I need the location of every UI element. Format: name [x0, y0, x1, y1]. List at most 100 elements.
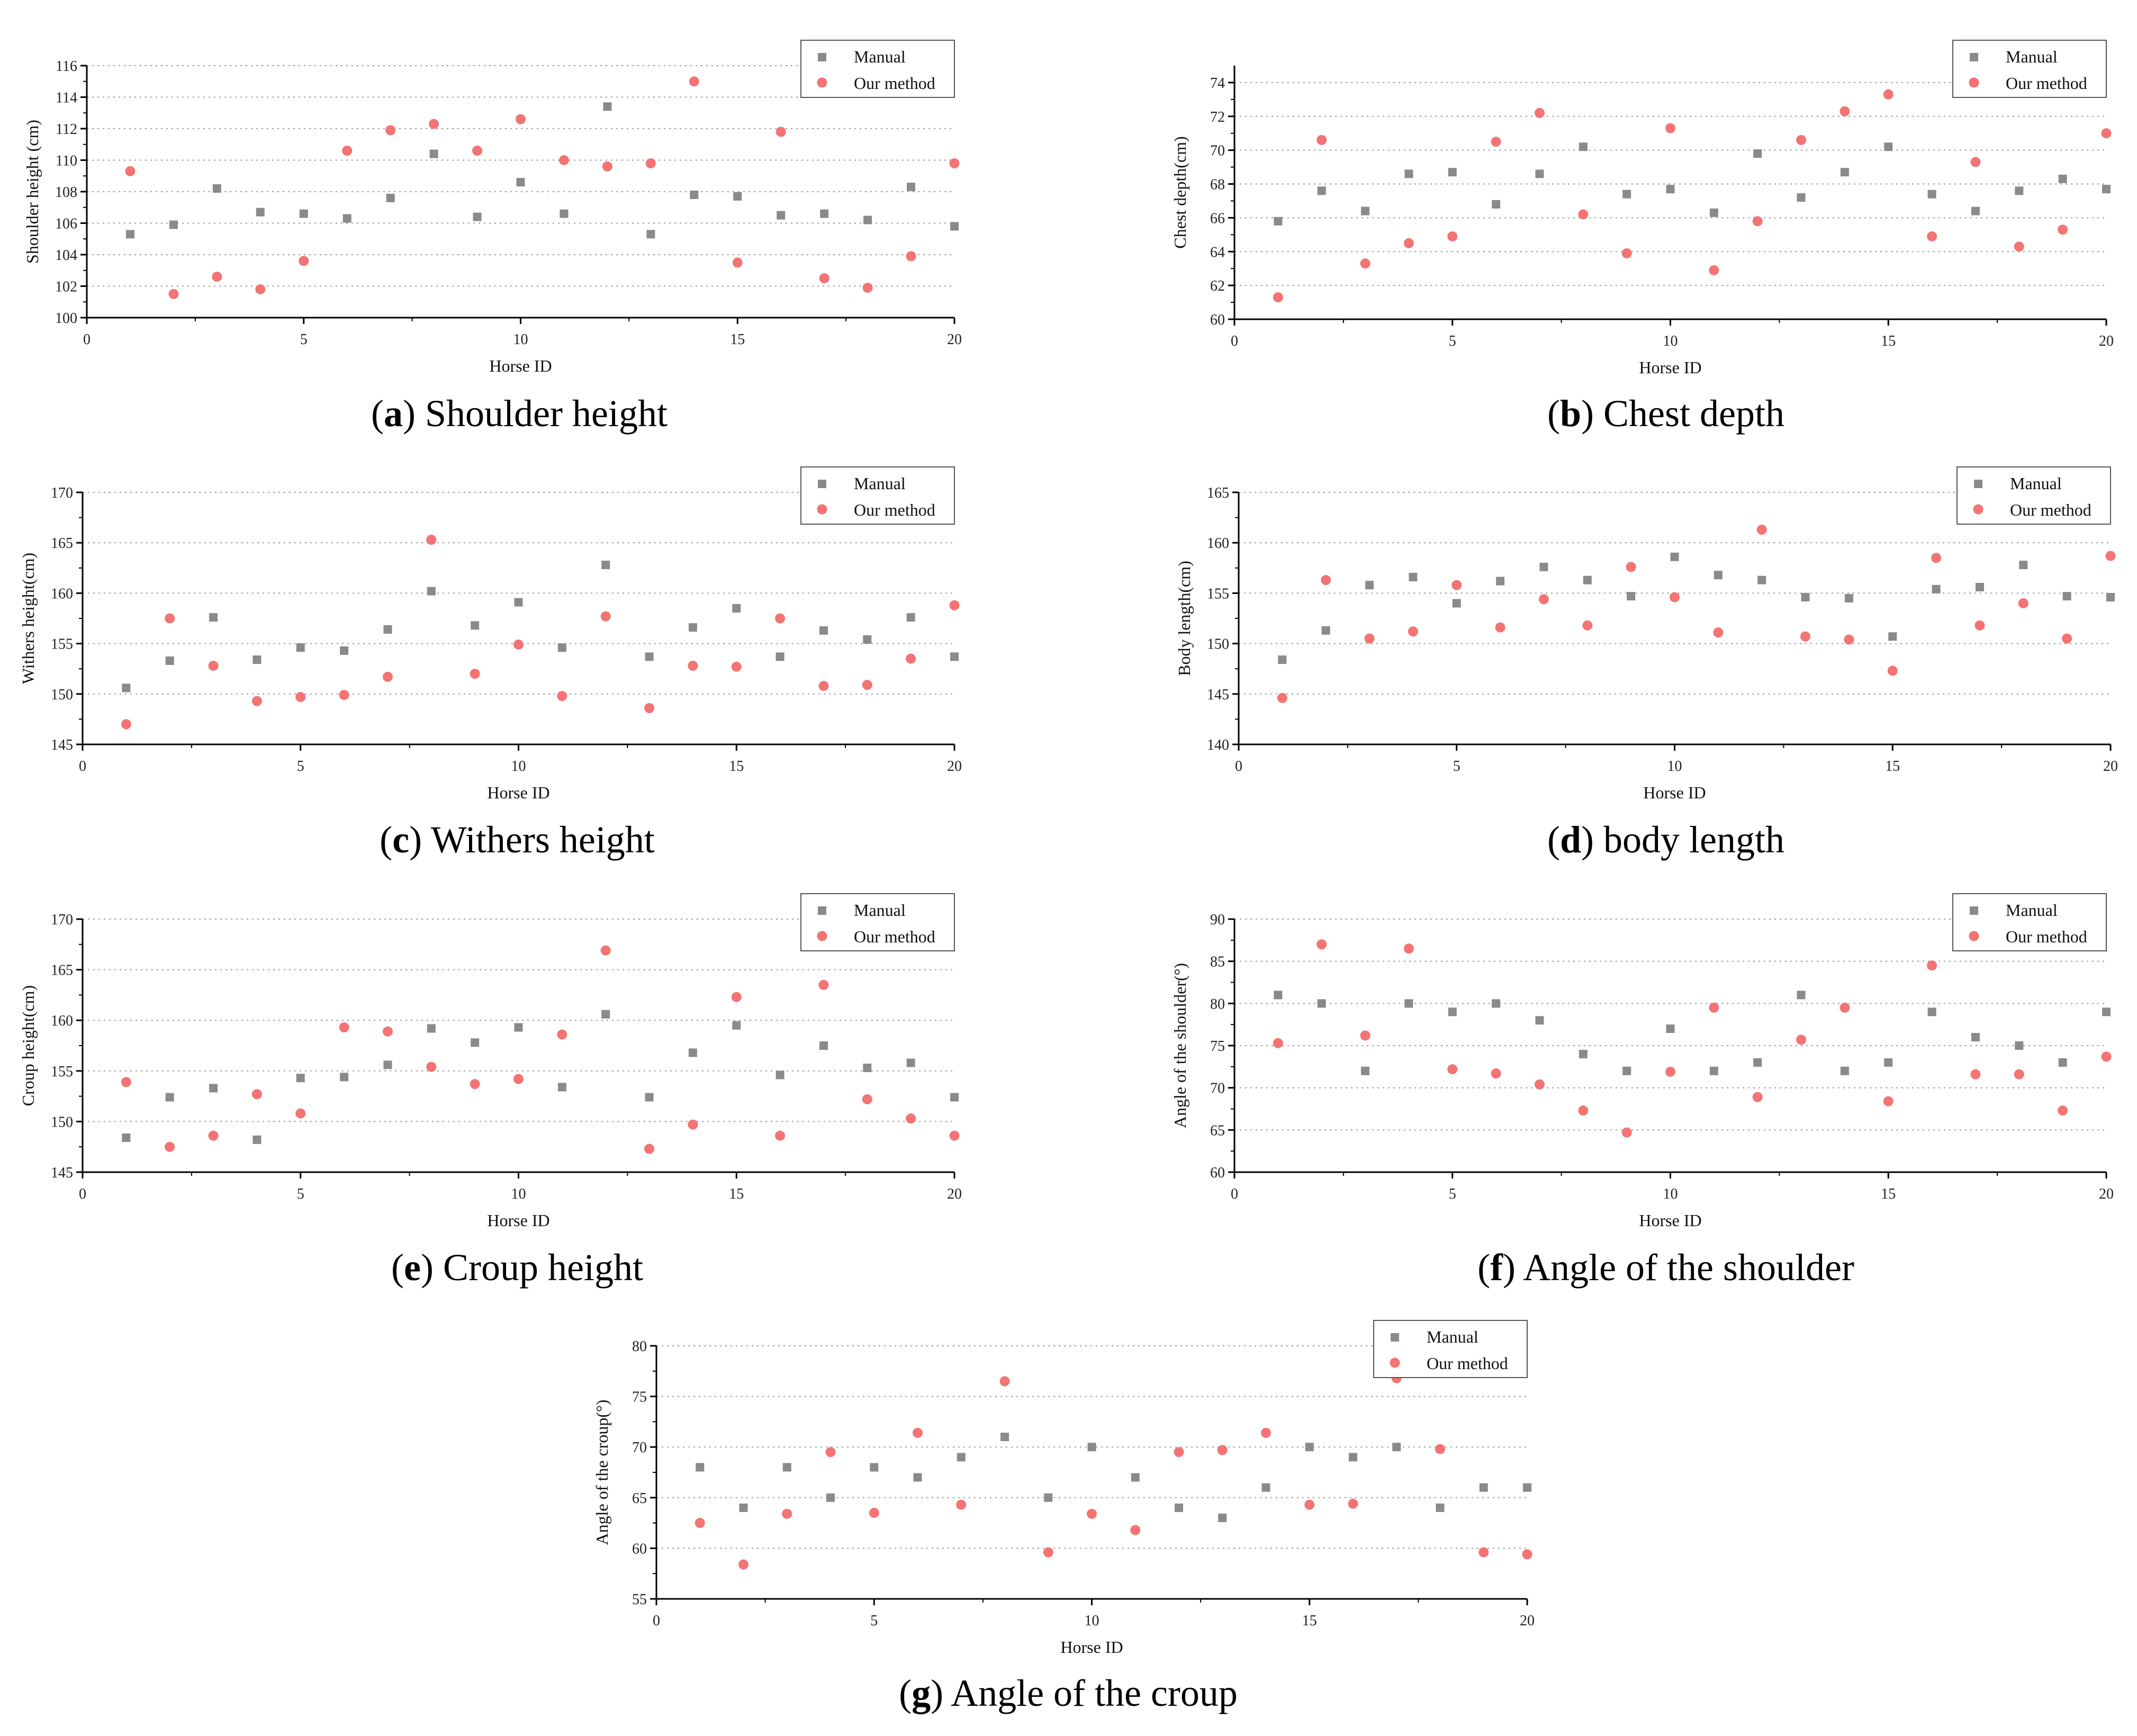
y-tick-label: 155: [51, 1064, 73, 1080]
caption-close-paren: ): [409, 818, 431, 861]
manual-point-13: [1797, 193, 1806, 202]
manual-point-2: [1317, 186, 1326, 195]
legend-our-method-marker: [817, 77, 827, 88]
manual-point-2: [1321, 626, 1330, 635]
our-method-point-14: [688, 660, 698, 671]
x-tick-label: 0: [83, 331, 91, 348]
y-tick-label: 75: [1210, 1038, 1225, 1055]
manual-point-1: [122, 1133, 131, 1142]
our-method-point-1: [121, 1077, 131, 1087]
legend-our-method-label: Our method: [854, 927, 935, 946]
legend-our-method-marker: [1390, 1357, 1400, 1368]
manual-point-16: [1927, 190, 1936, 199]
our-method-point-19: [2062, 633, 2072, 644]
manual-point-6: [913, 1473, 922, 1482]
our-method-point-20: [2101, 1051, 2112, 1062]
our-method-point-11: [557, 691, 567, 701]
y-tick-label: 108: [55, 184, 77, 201]
manual-point-8: [1583, 575, 1592, 584]
legend-manual-marker: [818, 906, 826, 915]
manual-point-9: [1044, 1493, 1053, 1502]
our-method-point-15: [732, 257, 743, 268]
manual-point-4: [253, 1135, 262, 1144]
our-method-point-7: [956, 1499, 967, 1510]
our-method-point-6: [339, 1022, 349, 1033]
manual-point-4: [1404, 999, 1413, 1008]
our-method-point-3: [208, 1130, 219, 1141]
our-method-point-9: [1626, 562, 1636, 572]
our-method-point-1: [1273, 292, 1283, 302]
y-tick-label: 116: [56, 58, 77, 75]
y-tick-label: 106: [55, 216, 77, 232]
x-tick-label: 5: [1449, 1186, 1456, 1202]
caption-close-paren: ): [1503, 1246, 1523, 1289]
x-axis-title: Horse ID: [1639, 358, 1701, 377]
x-tick-label: 15: [729, 758, 744, 775]
our-method-point-18: [1435, 1444, 1445, 1454]
manual-point-3: [209, 1084, 218, 1093]
manual-point-11: [1131, 1473, 1140, 1482]
y-tick-label: 65: [632, 1490, 647, 1507]
manual-point-5: [870, 1463, 879, 1472]
manual-point-10: [1087, 1443, 1096, 1452]
x-tick-label: 20: [1520, 1613, 1535, 1629]
manual-point-8: [427, 587, 436, 596]
our-method-point-7: [1538, 594, 1549, 605]
legend-our-method-marker: [1973, 504, 1983, 515]
our-method-point-14: [688, 1119, 698, 1130]
our-method-point-20: [949, 1130, 960, 1141]
chart-b: 60 62 64 66 68 70 72 74 0 5 10 15 20 Horse ID Chest de…: [1170, 40, 2114, 435]
our-method-point-2: [1321, 575, 1331, 586]
manual-point-5: [1448, 1008, 1457, 1017]
our-method-point-6: [339, 690, 349, 700]
caption-close-paren: ): [403, 392, 425, 435]
our-method-point-16: [776, 127, 786, 137]
our-method-point-7: [382, 671, 393, 682]
our-method-point-13: [644, 1144, 655, 1154]
our-method-point-16: [1927, 960, 1937, 971]
our-method-point-10: [1665, 1066, 1675, 1077]
y-tick-label: 165: [51, 535, 73, 552]
manual-point-19: [2062, 592, 2071, 601]
x-tick-label: 0: [1231, 333, 1238, 349]
x-tick-label: 20: [947, 1186, 962, 1202]
our-method-point-10: [1087, 1508, 1097, 1519]
our-method-point-15: [731, 992, 742, 1002]
our-method-point-4: [251, 1089, 262, 1100]
manual-point-5: [1448, 168, 1457, 177]
manual-point-20: [950, 1093, 959, 1102]
manual-point-19: [906, 1058, 915, 1067]
manual-point-8: [1000, 1433, 1009, 1442]
our-method-point-18: [2014, 1069, 2024, 1080]
y-tick-label: 66: [1210, 210, 1225, 227]
manual-point-9: [1622, 190, 1631, 199]
x-tick-label: 15: [1881, 1186, 1896, 1202]
manual-point-10: [514, 1023, 523, 1032]
our-method-point-13: [644, 703, 655, 713]
manual-point-6: [342, 214, 351, 223]
legend-manual-marker: [818, 480, 826, 488]
our-method-point-13: [1796, 1035, 1807, 1045]
caption-title: Angle of the shoulder: [1523, 1246, 1854, 1289]
our-method-point-18: [2018, 598, 2028, 608]
manual-point-2: [739, 1503, 748, 1512]
caption-close-paren: ): [1581, 392, 1603, 435]
manual-point-15: [732, 1021, 741, 1030]
y-axis-title: Shoulder height (cm): [23, 120, 42, 264]
our-method-point-9: [1621, 1127, 1632, 1138]
our-method-point-15: [1883, 89, 1893, 100]
our-method-point-10: [513, 1074, 524, 1084]
our-method-point-2: [165, 1141, 175, 1152]
our-method-point-5: [295, 1108, 306, 1119]
x-axis-title: Horse ID: [1643, 783, 1706, 802]
our-method-point-1: [1273, 1038, 1283, 1048]
caption-title: Chest depth: [1603, 392, 1784, 435]
legend-manual-label: Manual: [1427, 1327, 1478, 1346]
our-method-point-15: [1883, 1096, 1893, 1107]
our-method-point-11: [1709, 1002, 1719, 1013]
caption-open-paren: (: [1547, 392, 1560, 435]
y-tick-label: 72: [1210, 109, 1225, 125]
manual-point-4: [253, 655, 262, 664]
legend-our-method-label: Our method: [854, 74, 935, 93]
our-method-point-16: [775, 613, 786, 624]
